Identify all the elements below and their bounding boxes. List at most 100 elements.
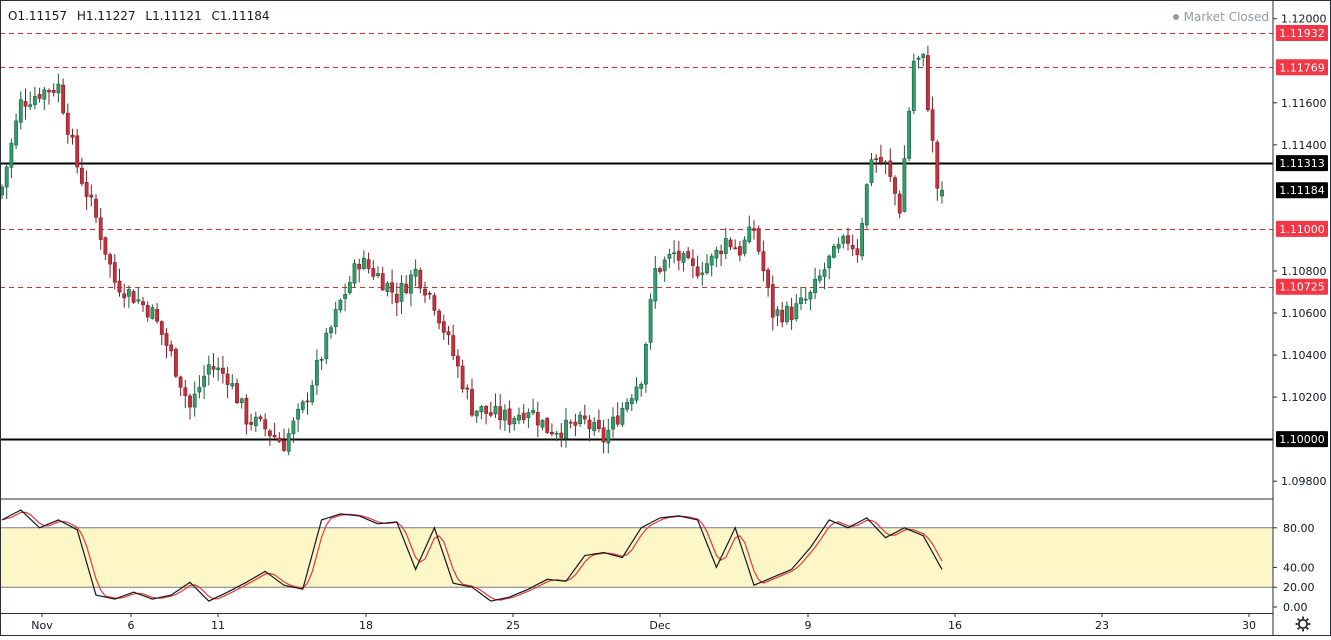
- time-tick-label: 6: [128, 619, 135, 632]
- candle-body: [371, 268, 376, 277]
- candle-body: [361, 257, 366, 269]
- time-tick-label: 30: [1242, 619, 1256, 632]
- candle-body: [61, 84, 66, 114]
- candle-body: [56, 83, 61, 94]
- candle-body: [221, 367, 225, 374]
- candle-body: [709, 255, 714, 266]
- candle-body: [89, 194, 94, 198]
- price-tick-label: 1.11400: [1281, 139, 1327, 152]
- candle-body: [662, 259, 667, 272]
- candle-body: [648, 299, 653, 343]
- candle-body: [141, 301, 145, 306]
- candle-body: [319, 358, 324, 361]
- candle-body: [314, 359, 319, 386]
- candle-body: [690, 258, 695, 266]
- price-label-text: 1.11932: [1279, 27, 1325, 40]
- candle-body: [573, 421, 578, 426]
- candle-body: [441, 321, 446, 333]
- candle-body: [225, 373, 230, 385]
- candle-body: [188, 395, 192, 408]
- candle-body: [239, 398, 244, 404]
- candle-body: [549, 431, 554, 435]
- price-label-badge: [1276, 220, 1328, 237]
- stoch-tick-label: 20.00: [1283, 581, 1315, 594]
- candle-body: [80, 167, 84, 184]
- toolbar-icons[interactable]: [1295, 616, 1311, 632]
- time-tick-label: 18: [359, 619, 373, 632]
- stoch-tick-label: 80.00: [1283, 522, 1315, 535]
- candle-body: [874, 158, 879, 161]
- candle-body: [451, 335, 456, 357]
- time-tick-label: 16: [948, 619, 962, 632]
- candle-body: [305, 400, 310, 403]
- candle-body: [390, 282, 395, 293]
- time-tick-label: 25: [506, 619, 520, 632]
- candle-body: [784, 305, 789, 323]
- candle-body: [408, 274, 413, 294]
- candle-body: [620, 407, 625, 425]
- candle-body: [498, 406, 503, 421]
- candle-body: [747, 226, 752, 243]
- time-tick-label: 23: [1095, 619, 1109, 632]
- candle-body: [127, 289, 131, 297]
- candle-body: [9, 142, 14, 168]
- price-label-text: 1.11000: [1279, 223, 1325, 236]
- candle-body: [907, 111, 912, 159]
- candle-body: [869, 159, 874, 183]
- candle-body: [686, 251, 691, 259]
- time-tick-label: 11: [211, 619, 225, 632]
- candle-body: [4, 166, 9, 188]
- candle-body: [540, 420, 545, 428]
- candle-body: [634, 386, 639, 401]
- candle-body: [808, 292, 813, 300]
- price-tick-label: 1.10400: [1281, 349, 1327, 362]
- candle-body: [902, 158, 907, 212]
- candle-body: [615, 415, 620, 425]
- candle-body: [592, 421, 597, 432]
- gear-icon-tooth: [1306, 627, 1309, 630]
- candle-body: [841, 235, 846, 244]
- candle-body: [169, 344, 174, 352]
- candle-body: [159, 321, 164, 335]
- candle-body: [596, 419, 601, 430]
- candle-body: [733, 247, 738, 250]
- candle-body: [488, 412, 493, 416]
- candle-body: [446, 331, 451, 335]
- candle-body: [723, 238, 728, 254]
- candle-body: [681, 253, 686, 263]
- candle-body: [930, 109, 935, 141]
- price-label-badge: [1276, 278, 1328, 295]
- candle-body: [554, 432, 559, 435]
- ohlc-low: L1.11121: [145, 9, 202, 23]
- candle-body: [28, 104, 33, 107]
- candle-body: [404, 283, 409, 293]
- ohlc-close: C1.11184: [211, 9, 270, 23]
- candle-body: [183, 387, 188, 396]
- candle-body: [517, 414, 521, 421]
- candle-body: [479, 406, 484, 413]
- price-label-text: 1.10725: [1279, 281, 1325, 294]
- price-label-badge: [1276, 59, 1328, 76]
- ohlc-high: H1.11227: [76, 9, 136, 23]
- gear-icon[interactable]: [1295, 616, 1311, 632]
- price-label-text: 1.11313: [1279, 157, 1325, 170]
- candle-body: [846, 235, 850, 244]
- candle-body: [122, 293, 127, 299]
- candle-body: [253, 416, 258, 427]
- candle-body: [324, 332, 329, 360]
- candle-body: [84, 182, 89, 197]
- ohlc-legend: O1.11157 H1.11227 L1.11121 C1.11184: [8, 9, 276, 23]
- candle-body: [98, 217, 103, 240]
- candle-body: [916, 57, 921, 60]
- candle-body: [277, 437, 282, 442]
- candle-body: [911, 60, 916, 112]
- candle-body: [827, 255, 832, 269]
- candle-body: [606, 429, 611, 444]
- candle-body: [174, 349, 178, 377]
- candle-body: [164, 333, 169, 346]
- candle-body: [752, 228, 756, 231]
- candle-body: [366, 259, 371, 269]
- candle-body: [343, 294, 348, 299]
